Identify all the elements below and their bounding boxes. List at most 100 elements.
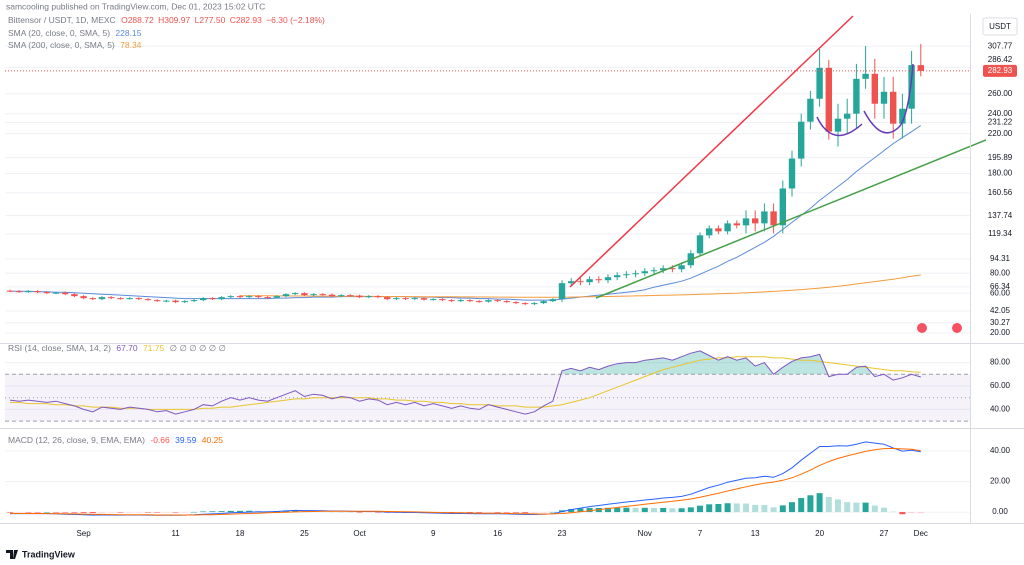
histogram-bar xyxy=(89,512,96,513)
candle-body xyxy=(733,223,740,226)
candle-body xyxy=(816,67,823,99)
y-tick-label: 20.00 xyxy=(990,477,1011,486)
candle-body xyxy=(62,292,69,295)
candle-body xyxy=(117,298,124,300)
legend-name: SMA (200, close, 0, SMA, 5) xyxy=(8,40,115,50)
candle-body xyxy=(761,211,768,224)
histogram-bar xyxy=(577,508,584,513)
x-tick-label: Nov xyxy=(638,529,652,538)
histogram-bar xyxy=(16,512,23,513)
histogram-bar xyxy=(108,512,115,513)
y-tick-label: 160.56 xyxy=(988,188,1013,197)
drawings xyxy=(569,15,986,299)
y-tick-label: 60.00 xyxy=(990,381,1011,390)
histogram-bar xyxy=(678,508,685,513)
histogram-bar xyxy=(494,512,501,513)
indicator-legend: SMA (20, close, 0, SMA, 5) 228.15 xyxy=(8,28,142,38)
candle-body xyxy=(853,78,860,114)
y-tick-label: 0.00 xyxy=(992,507,1008,516)
y-tick-label: 307.77 xyxy=(988,41,1013,50)
y-tick-label: 119.34 xyxy=(988,229,1012,238)
candle-body xyxy=(218,297,225,300)
candle-body xyxy=(862,73,869,79)
candle-body xyxy=(623,274,630,276)
legend-value: 71.75 xyxy=(143,343,165,353)
candle-body xyxy=(16,291,23,293)
histogram-bar xyxy=(80,512,87,513)
series-line xyxy=(240,274,921,298)
candle-body xyxy=(586,279,593,283)
histogram-bar xyxy=(71,512,78,513)
last-price-badge xyxy=(983,64,1017,77)
candle-body xyxy=(34,291,41,293)
symbol-title: Bittensor / USDT, 1D, MEXC xyxy=(8,15,116,25)
x-tick-label: 9 xyxy=(431,529,436,538)
candle-body xyxy=(650,270,658,272)
candle-body xyxy=(788,158,796,189)
candle-body xyxy=(779,188,786,226)
series-line xyxy=(10,441,921,516)
candle-body xyxy=(282,294,290,297)
y-tick-label: 40.00 xyxy=(990,446,1011,455)
candle-body xyxy=(522,303,529,305)
histogram-bar xyxy=(513,512,519,513)
candle-body xyxy=(172,300,179,303)
histogram-bar xyxy=(752,504,759,513)
histogram-bar xyxy=(687,507,694,513)
histogram-bar xyxy=(237,510,243,513)
histogram-bar xyxy=(43,512,50,513)
candle-body xyxy=(715,228,722,232)
candle-body xyxy=(807,98,814,122)
candle-body xyxy=(181,301,188,303)
candle-body xyxy=(71,294,78,297)
candle-body xyxy=(871,73,878,104)
y-tick-label: 240.00 xyxy=(988,109,1013,118)
candle-body xyxy=(880,91,888,104)
histogram-bar xyxy=(522,512,529,513)
histogram-bar xyxy=(641,507,648,513)
histogram-bar xyxy=(218,511,225,513)
candle-body xyxy=(457,300,464,302)
trend-line xyxy=(595,139,986,299)
logo: TradingView xyxy=(6,549,76,559)
x-tick-label: 27 xyxy=(880,529,889,538)
rsi-pane xyxy=(5,350,970,422)
histogram-bar xyxy=(485,512,492,513)
candle-body xyxy=(98,297,106,300)
cup-drawing xyxy=(816,63,914,137)
series-line xyxy=(10,356,921,410)
candle-body xyxy=(89,298,96,300)
y-tick-label: 60.00 xyxy=(990,288,1011,297)
plot-layer xyxy=(5,43,970,516)
series-line xyxy=(9,447,921,516)
candle-body xyxy=(476,301,483,303)
legend-extra: ∅ ∅ ∅ ∅ ∅ ∅ xyxy=(170,343,227,353)
candle-body xyxy=(154,300,161,302)
candle-body xyxy=(319,294,326,296)
histogram-bar xyxy=(890,511,897,513)
candle-body xyxy=(641,271,648,274)
histogram-bar xyxy=(623,507,630,513)
histogram-bar xyxy=(154,512,161,513)
y-tick-label: 80.00 xyxy=(990,358,1011,367)
candle-body xyxy=(595,279,602,281)
candle-body xyxy=(503,301,510,303)
histogram-bar xyxy=(844,502,851,513)
y-tick-label: 137.74 xyxy=(988,211,1013,220)
candle-body xyxy=(108,297,115,299)
candle-body xyxy=(568,281,575,284)
histogram-bar xyxy=(292,510,299,513)
indicator-legend: RSI (14, close, SMA, 14, 2) 67.70 71.75 … xyxy=(8,343,227,353)
candle-body xyxy=(512,302,520,304)
price-axis: 20.0030.2742.0560.0066.3480.0094.31119.3… xyxy=(983,41,1017,516)
candle-body xyxy=(43,292,50,294)
histogram-bar xyxy=(467,512,473,513)
histogram-bar xyxy=(908,512,915,514)
histogram-bar xyxy=(798,498,805,513)
candle-body xyxy=(6,290,14,292)
last-price-label: 282.93 xyxy=(988,66,1013,75)
histogram-bar xyxy=(99,512,105,513)
x-tick-label: 7 xyxy=(698,529,703,538)
histogram-bar xyxy=(338,511,345,513)
candle-body xyxy=(531,303,538,305)
